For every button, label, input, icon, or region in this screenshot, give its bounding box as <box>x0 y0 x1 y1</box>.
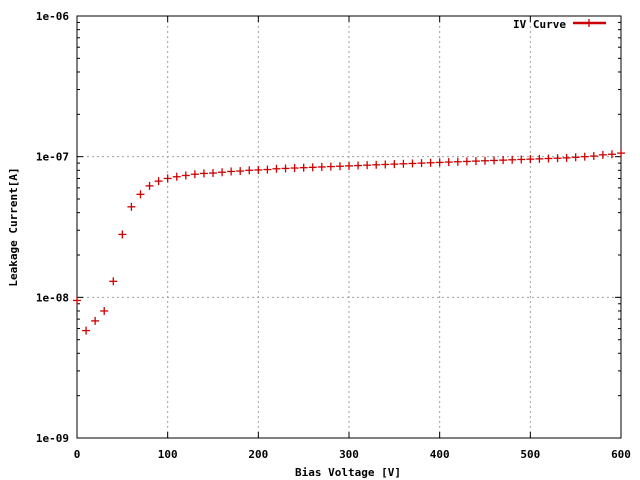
x-tick-label: 0 <box>74 448 81 461</box>
data-point <box>245 166 254 175</box>
data-point <box>218 168 227 177</box>
data-point <box>335 162 344 171</box>
data-point <box>607 150 616 159</box>
data-point <box>127 202 136 211</box>
data-point <box>254 165 263 174</box>
data-point <box>471 157 480 166</box>
y-axis: 1e-09 1e-08 1e-07 1e-06 <box>36 10 621 445</box>
data-point <box>444 158 453 167</box>
data-point <box>190 170 199 179</box>
data-point <box>517 155 526 164</box>
y-tick-label: 1e-07 <box>36 151 69 164</box>
data-point <box>73 296 81 305</box>
data-point <box>100 306 109 315</box>
data-point <box>589 152 598 161</box>
data-point <box>145 181 154 190</box>
y-tick-label: 1e-09 <box>36 432 69 445</box>
data-point <box>544 154 553 163</box>
data-point <box>118 230 127 239</box>
data-point <box>535 154 544 163</box>
data-point <box>617 149 625 158</box>
x-tick-label: 600 <box>611 448 631 461</box>
grid <box>77 16 621 438</box>
data-point <box>490 156 499 165</box>
data-point <box>236 167 245 176</box>
data-point <box>381 160 390 169</box>
data-point <box>345 161 353 170</box>
data-point <box>553 154 562 163</box>
y-tick-label: 1e-08 <box>36 291 69 304</box>
data-point <box>390 160 399 169</box>
data-point <box>417 159 426 168</box>
x-tick-label: 100 <box>158 448 178 461</box>
data-point <box>408 159 417 168</box>
data-point <box>372 160 381 169</box>
x-tick-label: 400 <box>430 448 450 461</box>
data-point <box>580 152 589 161</box>
data-point <box>91 316 100 325</box>
data-point <box>109 277 118 286</box>
x-tick-label: 200 <box>248 448 268 461</box>
data-point <box>308 163 317 172</box>
data-point <box>272 164 281 173</box>
x-axis-label: Bias Voltage [V] <box>295 466 401 479</box>
data-point <box>290 164 299 173</box>
data-point <box>526 155 535 164</box>
data-point <box>598 150 607 159</box>
data-point <box>181 171 190 180</box>
data-point <box>508 155 517 164</box>
data-point <box>82 326 91 335</box>
data-series <box>73 149 625 335</box>
x-axis: 0 100 200 300 400 500 600 <box>74 16 631 461</box>
y-axis-label: Leakage Current[A] <box>7 167 20 286</box>
data-point <box>363 161 372 170</box>
data-point <box>354 161 363 170</box>
data-point <box>562 153 571 162</box>
data-point <box>154 177 163 186</box>
x-tick-label: 300 <box>339 448 359 461</box>
data-point <box>462 157 471 166</box>
data-point <box>136 190 145 199</box>
data-point <box>199 169 208 178</box>
y-tick-label: 1e-06 <box>36 10 69 23</box>
data-point <box>399 159 408 168</box>
data-point <box>317 162 326 171</box>
data-point <box>481 156 489 165</box>
data-point <box>163 174 172 183</box>
data-point <box>299 163 308 172</box>
data-point <box>571 153 580 162</box>
data-point <box>426 158 435 167</box>
data-point <box>263 165 272 174</box>
data-point <box>281 164 290 173</box>
x-tick-label: 500 <box>520 448 540 461</box>
legend: IV Curve <box>513 18 606 31</box>
data-point <box>209 169 217 178</box>
data-point <box>499 156 508 165</box>
data-point <box>326 162 335 171</box>
data-point <box>435 158 444 167</box>
data-point <box>227 167 236 176</box>
data-point <box>453 157 462 166</box>
data-point <box>172 172 181 181</box>
legend-label: IV Curve <box>513 18 566 31</box>
